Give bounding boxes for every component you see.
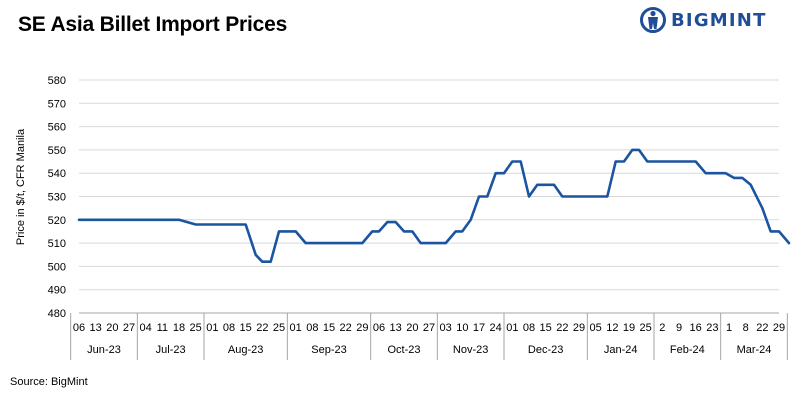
y-tick-label: 480 [48,308,66,320]
price-series [77,148,791,263]
y-tick-label: 510 [48,238,66,250]
x-tick-label: 15 [240,322,252,334]
y-tick-label: 560 [48,122,66,134]
x-tick-label: 27 [423,322,435,334]
x-tick-label: 01 [206,322,218,334]
y-tick-label: 500 [48,261,66,273]
x-tick-label: 29 [356,322,368,334]
brand-logo: BIGMINT [639,6,767,34]
brand-name: BIGMINT [671,9,767,31]
x-tick-label: 16 [690,322,702,334]
x-tick-label: 08 [306,322,318,334]
gridlines [79,79,779,291]
x-tick-label: 20 [406,322,418,334]
x-tick-label: 17 [473,322,485,334]
month-label: Aug-23 [228,344,263,356]
x-tick-label: 27 [123,322,135,334]
x-tick-label: 15 [540,322,552,334]
y-tick-label: 520 [48,215,66,227]
x-tick-label: 03 [440,322,452,334]
x-tick-label: 01 [290,322,302,334]
x-tick-label: 05 [590,322,602,334]
y-axis-label: Price in $/t, CFR Manila [15,128,27,245]
y-tick-label: 540 [48,168,66,180]
x-tick-label: 12 [606,322,618,334]
month-label: Dec-23 [528,344,563,356]
x-tick-label: 13 [390,322,402,334]
x-tick-label: 01 [506,322,518,334]
y-tick-label: 550 [48,145,66,157]
y-tick-label: 530 [48,192,66,204]
month-label: Oct-23 [387,344,420,356]
month-label: Jun-23 [87,344,121,356]
month-label: Nov-23 [453,344,488,356]
x-tick-label: 06 [73,322,85,334]
month-labels: Jun-23 Jul-23 Aug-23 Sep-23 Oct-23 Nov-23 Dec-… [70,313,788,360]
x-tick-label: 08 [223,322,235,334]
x-tick-label: 23 [706,322,718,334]
x-tick-label: 04 [140,322,152,334]
x-tick-label: 10 [456,322,468,334]
x-tick-label: 29 [573,322,585,334]
x-tick-label: 20 [106,322,118,334]
x-tick-label: 2 [659,322,665,334]
y-axis-ticks: 480 490 500 510 520 530 540 550 560 570 580 [48,75,66,320]
month-label: Sep-23 [311,344,346,356]
x-tick-label: 22 [256,322,268,334]
x-tick-label: 18 [173,322,185,334]
x-tick-label: 29 [773,322,785,334]
bigmint-logo-icon [640,7,666,33]
chart-title: SE Asia Billet Import Prices [18,13,288,36]
x-tick-label: 19 [623,322,635,334]
x-tick-label: 22 [340,322,352,334]
x-tick-label: 8 [743,322,749,334]
month-label: Jul-23 [156,344,186,356]
month-label: Feb-24 [670,344,705,356]
month-label: Mar-24 [737,344,772,356]
x-tick-label: 22 [756,322,768,334]
x-tick-label: 08 [523,322,535,334]
x-tick-label: 25 [273,322,285,334]
x-tick-label: 1 [726,322,732,334]
x-tick-label: 9 [676,322,682,334]
x-tick-label: 22 [556,322,568,334]
x-tick-label: 06 [373,322,385,334]
y-tick-label: 570 [48,98,66,110]
x-tick-label: 15 [323,322,335,334]
y-tick-label: 580 [48,75,66,87]
x-tick-label: 25 [190,322,202,334]
x-axis-ticks: 06 13 20 27 04 11 18 25 01 08 15 22 25 01 08 15 22 29 06 13… [73,322,785,334]
series-line [77,148,791,263]
source-note: Source: BigMint [10,376,88,388]
x-tick-label: 13 [90,322,102,334]
y-tick-label: 490 [48,285,66,297]
x-tick-label: 11 [157,322,168,334]
month-label: Jan-24 [604,344,638,356]
x-tick-label: 25 [640,322,652,334]
x-tick-label: 24 [490,322,502,334]
